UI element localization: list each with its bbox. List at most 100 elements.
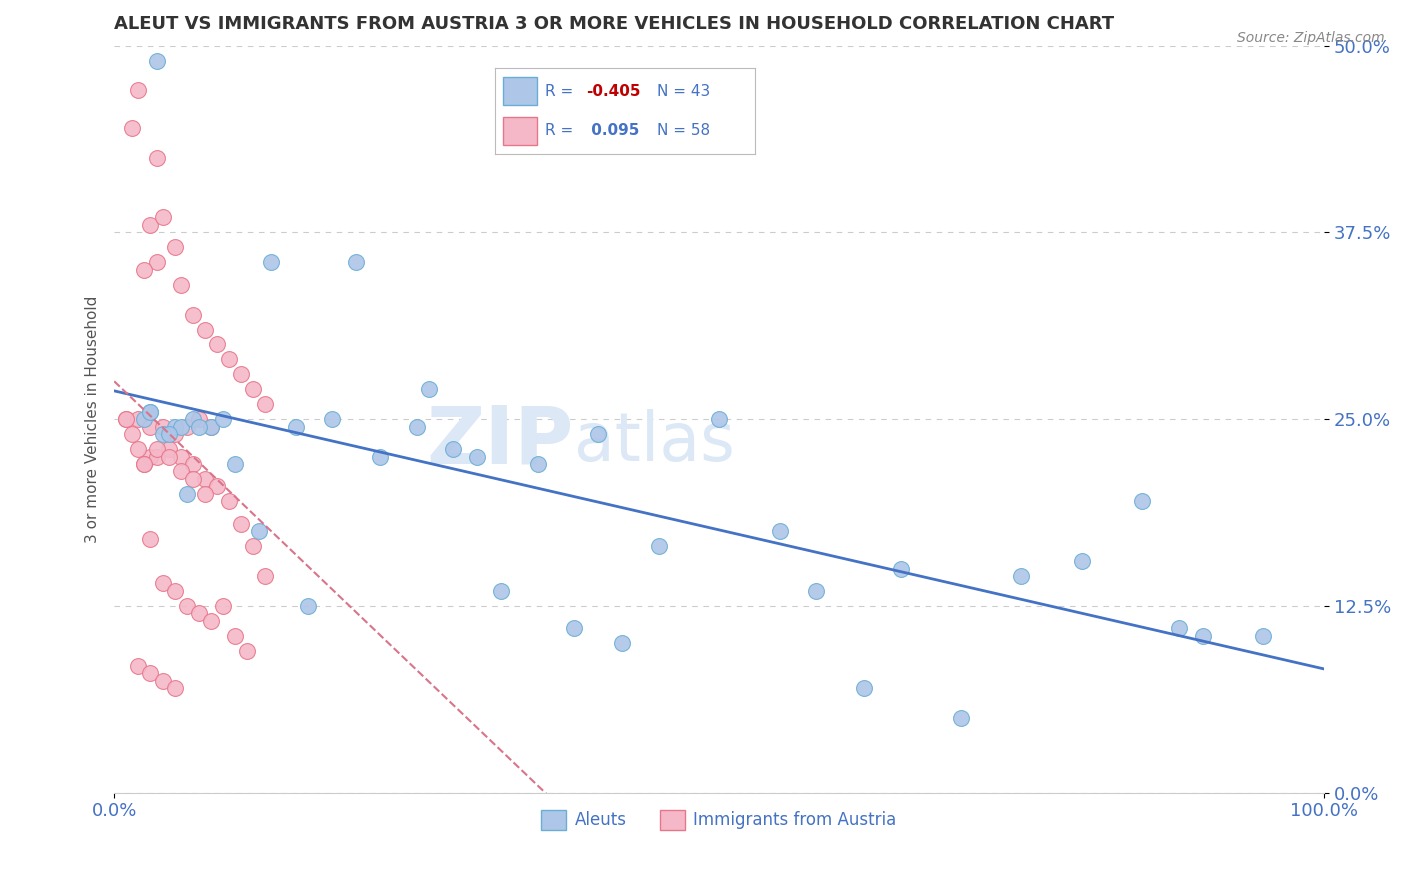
Point bbox=[145, 450, 167, 464]
Point bbox=[145, 54, 167, 68]
Point bbox=[127, 442, 149, 456]
Point bbox=[139, 405, 162, 419]
Point bbox=[163, 240, 186, 254]
Text: atlas: atlas bbox=[574, 409, 735, 475]
Point bbox=[127, 658, 149, 673]
Point bbox=[242, 539, 264, 553]
Text: Source: ZipAtlas.com: Source: ZipAtlas.com bbox=[1237, 31, 1385, 45]
Point bbox=[187, 607, 209, 621]
Point bbox=[187, 412, 209, 426]
Point bbox=[176, 599, 198, 613]
Point bbox=[121, 427, 143, 442]
Point bbox=[236, 644, 259, 658]
Point bbox=[194, 487, 217, 501]
Point bbox=[1167, 621, 1189, 635]
Point bbox=[181, 308, 204, 322]
Point bbox=[176, 487, 198, 501]
Point bbox=[134, 457, 156, 471]
Point bbox=[152, 576, 174, 591]
Point bbox=[194, 472, 217, 486]
Point bbox=[157, 427, 180, 442]
Point bbox=[768, 524, 790, 539]
Point bbox=[405, 419, 427, 434]
Point bbox=[157, 450, 180, 464]
Point bbox=[418, 382, 440, 396]
Point bbox=[212, 412, 235, 426]
Point bbox=[1011, 569, 1033, 583]
Point bbox=[1071, 554, 1094, 568]
Point bbox=[163, 427, 186, 442]
Point bbox=[212, 599, 235, 613]
Point bbox=[181, 412, 204, 426]
Text: ALEUT VS IMMIGRANTS FROM AUSTRIA 3 OR MORE VEHICLES IN HOUSEHOLD CORRELATION CHA: ALEUT VS IMMIGRANTS FROM AUSTRIA 3 OR MO… bbox=[114, 15, 1115, 33]
Point bbox=[804, 584, 827, 599]
Point bbox=[231, 516, 253, 531]
Point bbox=[152, 211, 174, 225]
Point bbox=[321, 412, 343, 426]
Point bbox=[1132, 494, 1154, 508]
Point bbox=[170, 419, 193, 434]
Point bbox=[163, 419, 186, 434]
Point bbox=[152, 427, 174, 442]
Point bbox=[170, 450, 193, 464]
Point bbox=[181, 472, 204, 486]
Point bbox=[145, 442, 167, 456]
Point bbox=[200, 419, 222, 434]
Point bbox=[187, 419, 209, 434]
Point bbox=[247, 524, 270, 539]
Point bbox=[176, 419, 198, 434]
Point bbox=[465, 450, 488, 464]
Point bbox=[612, 636, 634, 650]
Point bbox=[242, 382, 264, 396]
Point bbox=[231, 368, 253, 382]
Point bbox=[121, 120, 143, 135]
Point bbox=[134, 457, 156, 471]
Point bbox=[139, 405, 162, 419]
Point bbox=[254, 569, 277, 583]
Point bbox=[115, 412, 138, 426]
Point bbox=[205, 479, 228, 493]
Point bbox=[115, 412, 138, 426]
Point bbox=[586, 427, 609, 442]
Point bbox=[139, 218, 162, 232]
Point bbox=[145, 255, 167, 269]
Point bbox=[218, 494, 240, 508]
Point bbox=[491, 584, 513, 599]
Point bbox=[707, 412, 730, 426]
Point bbox=[194, 322, 217, 336]
Point bbox=[139, 532, 162, 546]
Point bbox=[853, 681, 876, 695]
Point bbox=[1192, 629, 1215, 643]
Y-axis label: 3 or more Vehicles in Household: 3 or more Vehicles in Household bbox=[86, 295, 100, 543]
Point bbox=[224, 629, 246, 643]
Point bbox=[224, 457, 246, 471]
Point bbox=[139, 419, 162, 434]
Point bbox=[200, 419, 222, 434]
Point bbox=[145, 151, 167, 165]
Point bbox=[260, 255, 283, 269]
Point bbox=[949, 711, 972, 725]
Point bbox=[1253, 629, 1275, 643]
Point bbox=[526, 457, 548, 471]
Point bbox=[284, 419, 307, 434]
Point bbox=[889, 561, 911, 575]
Point bbox=[157, 442, 180, 456]
Point bbox=[218, 352, 240, 367]
Point bbox=[205, 337, 228, 351]
Point bbox=[647, 539, 669, 553]
Point bbox=[562, 621, 585, 635]
Point bbox=[370, 450, 392, 464]
Point bbox=[254, 397, 277, 411]
Point bbox=[297, 599, 319, 613]
Point bbox=[163, 681, 186, 695]
Point bbox=[170, 277, 193, 292]
Point bbox=[127, 83, 149, 97]
Point bbox=[200, 614, 222, 628]
Point bbox=[152, 419, 174, 434]
Point bbox=[134, 262, 156, 277]
Point bbox=[170, 465, 193, 479]
Point bbox=[134, 412, 156, 426]
Point bbox=[163, 584, 186, 599]
Point bbox=[152, 673, 174, 688]
Point bbox=[127, 412, 149, 426]
